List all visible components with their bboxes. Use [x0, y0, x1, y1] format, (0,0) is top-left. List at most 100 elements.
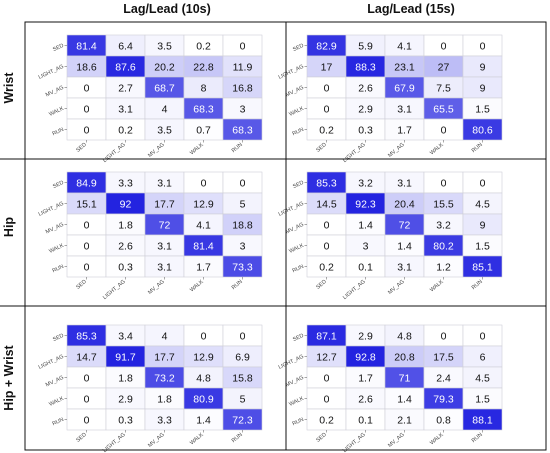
cell-value-label: 88.3: [355, 61, 376, 73]
cell-value-label: 79.3: [433, 393, 454, 405]
y-tick-label: MV_AG: [285, 375, 305, 389]
cell-value-label: 6.9: [235, 351, 250, 363]
cell-value-label: 1.7: [196, 261, 211, 273]
cell-value-label: 15.8: [232, 372, 253, 384]
cell-value-label: 3.1: [118, 103, 133, 115]
column-title-15s: Lag/Lead (15s): [367, 2, 455, 16]
cell-value-label: 1.4: [397, 240, 412, 252]
x-tick-label: WALK: [189, 432, 205, 447]
x-tick-label: SED: [75, 279, 88, 291]
row-title-wrist: Wrist: [2, 72, 16, 104]
x-tick-label: RUN: [231, 432, 244, 444]
y-tick-label: LIGHT_AG: [38, 201, 65, 218]
cell-value-label: 1.4: [358, 219, 373, 231]
cell-value-label: 3.3: [118, 177, 133, 189]
cell-value-label: 87.1: [316, 330, 337, 342]
cell-value-label: 0: [201, 177, 207, 189]
cell-value-label: 16.8: [232, 82, 253, 94]
cell-value-label: 18.6: [76, 61, 97, 73]
y-tick-label: RUN: [52, 417, 65, 427]
cell-value-label: 20.4: [394, 198, 415, 210]
x-tick-label: MV_AG: [147, 432, 166, 449]
cell-value-label: 9: [480, 82, 486, 94]
cell-value-label: 92: [120, 198, 132, 210]
cell-value-label: 0: [441, 330, 447, 342]
cell-value-label: 0.8: [436, 414, 451, 426]
cell-value-label: 17.5: [433, 351, 454, 363]
cell-value-label: 0.3: [118, 414, 133, 426]
y-tick-label: RUN: [292, 264, 305, 274]
cell-value-label: 20.2: [154, 61, 175, 73]
cell-value-label: 1.5: [475, 393, 490, 405]
cell-value-label: 12.9: [193, 351, 214, 363]
cell-value-label: 87.6: [115, 61, 136, 73]
cell-value-label: 2.6: [358, 393, 373, 405]
y-tick-label: LIGHT_AG: [278, 354, 305, 371]
cell-value-label: 0: [84, 219, 90, 231]
cell-value-label: 91.7: [115, 351, 136, 363]
cell-value-label: 1.7: [358, 372, 373, 384]
cell-value-label: 81.4: [76, 40, 97, 52]
cell-value-label: 0.2: [319, 261, 334, 273]
cell-value-label: 3.4: [118, 330, 133, 342]
cell-value-label: 3.1: [157, 240, 172, 252]
cell-value-label: 1.8: [118, 219, 133, 231]
cell-value-label: 22.8: [193, 61, 214, 73]
cell-value-label: 92.3: [355, 198, 376, 210]
y-tick-label: WALK: [288, 106, 305, 118]
x-tick-label: LIGHT_AG: [102, 279, 127, 301]
cell-value-label: 0: [84, 124, 90, 136]
cell-value-label: 8: [201, 82, 207, 94]
cell-value-label: 1.2: [436, 261, 451, 273]
cell-value-label: 88.1: [472, 414, 493, 426]
cell-value-label: 17.7: [154, 198, 175, 210]
cell-value-label: 92.8: [355, 351, 376, 363]
heatmap-hip-wrist-10s: 85.3 3.4 4 0 0 14.7 91.7 17.7 12.9 6.9 0 1.8 73.2 4.8…: [38, 324, 263, 453]
y-tick-label: RUN: [292, 417, 305, 427]
cell-value-label: 85.3: [316, 177, 337, 189]
cell-value-label: 3.3: [157, 414, 172, 426]
cell-value-label: 0: [441, 177, 447, 189]
cell-value-label: 0: [480, 177, 486, 189]
cell-value-label: 15.1: [76, 198, 97, 210]
cell-value-label: 12.7: [316, 351, 337, 363]
cell-value-label: 0: [84, 414, 90, 426]
row-title-hip: Hip: [2, 217, 16, 238]
row-title-hip-wrist: Hip + Wrist: [2, 344, 16, 410]
x-tick-label: MV_AG: [387, 279, 406, 296]
x-tick-label: SED: [315, 432, 328, 444]
cell-value-label: 0.2: [196, 40, 211, 52]
x-tick-label: MV_AG: [147, 279, 166, 296]
y-tick-label: WALK: [288, 396, 305, 408]
y-tick-label: WALK: [288, 243, 305, 255]
cell-value-label: 0: [84, 240, 90, 252]
heatmap-hip-10s: 84.9 3.3 3.1 0 0 15.1 92 17.7 12.9 5 0 1.8 72 4.1 18.8…: [38, 171, 263, 301]
cell-value-label: 4: [162, 330, 168, 342]
y-tick-label: RUN: [52, 127, 65, 137]
cell-value-label: 3: [363, 240, 369, 252]
cell-value-label: 4: [162, 103, 168, 115]
y-tick-label: MV_AG: [45, 375, 65, 389]
cell-value-label: 4.1: [196, 219, 211, 231]
cell-value-label: 2.4: [436, 372, 451, 384]
x-tick-label: MV_AG: [387, 432, 406, 449]
cell-value-label: 4.5: [475, 198, 490, 210]
cell-value-label: 0: [240, 177, 246, 189]
cell-value-label: 67.9: [394, 82, 415, 94]
y-tick-label: MV_AG: [45, 85, 65, 99]
cell-value-label: 4.8: [397, 330, 412, 342]
cell-value-label: 0.3: [118, 261, 133, 273]
y-tick-label: MV_AG: [45, 222, 65, 236]
cell-value-label: 68.7: [154, 82, 175, 94]
cell-value-label: 71: [399, 372, 411, 384]
y-tick-label: MV_AG: [285, 222, 305, 236]
cell-value-label: 3: [240, 240, 246, 252]
y-tick-label: SED: [292, 180, 305, 190]
cell-value-label: 2.7: [118, 82, 133, 94]
cell-value-label: 84.9: [76, 177, 97, 189]
cell-value-label: 1.5: [475, 240, 490, 252]
cell-value-label: 72: [399, 219, 411, 231]
y-tick-label: SED: [292, 43, 305, 53]
heatmap-wrist-15s: 82.9 5.9 4.1 0 0 17 88.3 23.1 27 9 0 2.6 67.9 7.5 9 0 2.…: [278, 34, 503, 164]
y-tick-label: MV_AG: [285, 85, 305, 99]
